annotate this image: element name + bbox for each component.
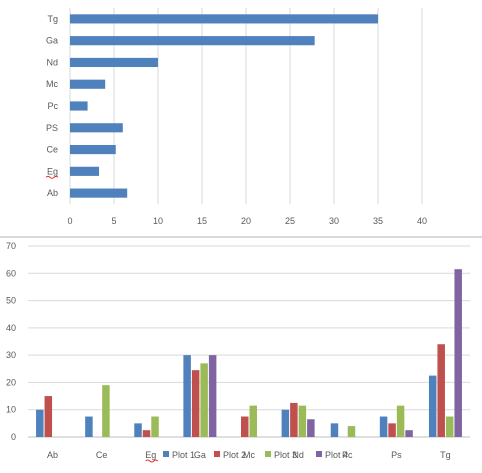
y-tick-label: 60 xyxy=(6,268,16,278)
bar xyxy=(191,370,200,437)
spellcheck-underline xyxy=(145,459,159,463)
category-label: Mc xyxy=(46,79,58,89)
x-tick-label: 15 xyxy=(197,216,207,226)
x-tick-label: 10 xyxy=(153,216,163,226)
y-tick-label: 30 xyxy=(6,350,16,360)
horizontal-bar-chart: 0 5 10 15 20 25 30 35 40 Ab Eg Ce PS Pc Mc Nd Ga Tg xyxy=(45,8,427,226)
bar xyxy=(428,375,437,437)
x-tick-label: 5 xyxy=(111,216,116,226)
category-label: Ce xyxy=(96,450,108,460)
category-label: Mc xyxy=(243,450,255,460)
category-label: Ab xyxy=(47,450,58,460)
legend-label: Plot 1 xyxy=(172,450,195,460)
category-label: Pc xyxy=(47,101,58,111)
bar xyxy=(307,419,315,437)
x-tick-label: 20 xyxy=(241,216,251,226)
bar xyxy=(70,36,315,46)
bar xyxy=(241,416,249,437)
bar xyxy=(70,188,128,198)
bar xyxy=(249,405,257,437)
bar xyxy=(290,402,298,437)
category-label: Ps xyxy=(391,450,402,460)
bar xyxy=(388,423,396,437)
x-tick-label: 40 xyxy=(417,216,427,226)
bar xyxy=(298,405,307,437)
bar xyxy=(36,409,44,437)
legend-swatch xyxy=(316,451,322,457)
category-label: Eg xyxy=(47,166,58,176)
bar xyxy=(200,363,208,437)
category-label: Nd xyxy=(46,57,58,67)
y-tick-label: 70 xyxy=(6,241,16,251)
category-label: Ga xyxy=(194,450,206,460)
y-tick-label: 20 xyxy=(6,377,16,387)
bar xyxy=(70,79,106,89)
legend-swatch xyxy=(265,451,271,457)
bar xyxy=(330,423,339,437)
legend-label: Plot 3 xyxy=(274,450,297,460)
legend-label: Plot 4 xyxy=(325,450,348,460)
category-label: Tg xyxy=(47,14,58,24)
category-label: Eg xyxy=(145,450,156,460)
panel-divider xyxy=(0,236,482,238)
bar xyxy=(70,144,116,155)
category-label: Pc xyxy=(342,450,353,460)
bar xyxy=(70,57,158,68)
category-label: Nd xyxy=(292,450,304,460)
bar xyxy=(70,166,100,176)
y-tick-label: 0 xyxy=(11,432,16,442)
bar xyxy=(445,416,454,437)
legend-label: Plot 2 xyxy=(223,450,246,460)
bar xyxy=(151,416,159,437)
bar xyxy=(208,355,217,437)
bar xyxy=(70,123,123,133)
y-tick-label: 10 xyxy=(6,405,16,415)
bar xyxy=(281,409,290,437)
x-tick-label: 25 xyxy=(285,216,295,226)
y-tick-label: 50 xyxy=(6,296,16,306)
bar xyxy=(44,396,53,437)
bar xyxy=(396,405,405,437)
chart-panel-1: 0 5 10 15 20 25 30 35 40 Ab Eg Ce PS Pc Mc Nd Ga Tg xyxy=(0,0,482,236)
x-tick-label: 0 xyxy=(67,216,72,226)
chart-panel-2: 0 10 20 30 40 50 60 70 Ab Ce Eg Ga Mc Nd Pc Ps Tg Plot 1 P… xyxy=(0,238,482,468)
bar xyxy=(102,385,110,437)
bar xyxy=(379,416,388,437)
bar xyxy=(454,269,462,437)
category-label: Ce xyxy=(46,145,58,155)
bar xyxy=(70,14,378,24)
bar xyxy=(142,430,151,437)
legend-swatch xyxy=(163,451,169,457)
bar xyxy=(183,355,191,437)
bar xyxy=(437,344,445,437)
bar xyxy=(70,101,88,111)
category-label: Ab xyxy=(47,188,58,198)
bar xyxy=(134,423,142,437)
bar xyxy=(85,416,93,437)
grouped-bar-chart: 0 10 20 30 40 50 60 70 Ab Ce Eg Ga Mc Nd Pc Ps Tg Plot 1 P… xyxy=(6,241,470,463)
spellcheck-underline xyxy=(45,175,59,179)
category-label: Ga xyxy=(46,36,58,46)
category-label: Tg xyxy=(440,450,451,460)
legend-swatch xyxy=(214,451,220,457)
bar xyxy=(405,430,413,437)
x-tick-label: 35 xyxy=(373,216,383,226)
y-tick-label: 40 xyxy=(6,323,16,333)
category-label: PS xyxy=(46,123,58,133)
bar xyxy=(347,426,356,437)
x-tick-label: 30 xyxy=(329,216,339,226)
